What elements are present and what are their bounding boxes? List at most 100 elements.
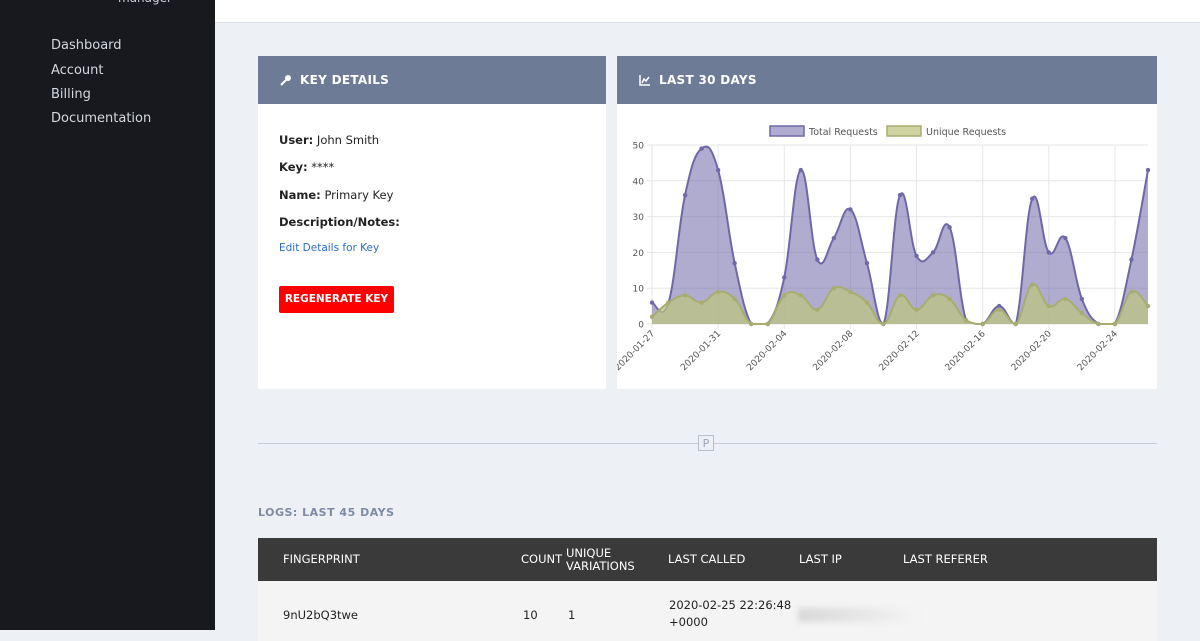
point <box>1030 196 1035 201</box>
regenerate-button[interactable]: REGENERATE KEY <box>279 286 394 313</box>
point <box>732 296 737 302</box>
blurred-ip <box>798 608 918 622</box>
field: User: John Smith <box>279 133 379 147</box>
panel-header: KEY DETAILS <box>258 56 606 104</box>
area <box>652 284 1148 324</box>
column-header: FINGERPRINT <box>283 552 360 566</box>
point <box>1013 321 1018 327</box>
point <box>649 314 655 320</box>
point <box>765 321 770 327</box>
point <box>1145 167 1151 173</box>
x-tick-label: 2020-01-31 <box>679 329 723 373</box>
point <box>963 318 969 323</box>
point <box>1046 303 1051 309</box>
point <box>782 293 787 298</box>
sidebar: manager Dashboard Account Billing Docume… <box>0 0 215 630</box>
field-label: Description/Notes: <box>279 215 400 229</box>
y-tick-label: 30 <box>633 213 645 223</box>
point <box>897 293 903 298</box>
field: Description/Notes: <box>279 215 400 229</box>
point <box>1145 303 1151 309</box>
point <box>1129 257 1134 262</box>
nav-link[interactable]: Billing <box>51 87 91 102</box>
point <box>749 321 754 327</box>
point <box>1079 296 1085 302</box>
point <box>732 260 737 266</box>
point <box>848 289 853 294</box>
column-header: COUNT <box>521 552 563 566</box>
y-tick-label: 40 <box>633 177 645 187</box>
table-header: FINGERPRINT COUNT UNIQUE VARIATIONS LAST… <box>258 538 1157 581</box>
nav-link[interactable]: Documentation <box>51 111 152 126</box>
cell: 10 <box>523 608 538 622</box>
point <box>864 260 870 266</box>
area <box>652 146 1148 324</box>
point <box>997 307 1002 312</box>
point <box>1030 282 1035 287</box>
legend-swatch <box>886 125 922 137</box>
point <box>815 307 820 312</box>
brand: manager <box>118 0 172 5</box>
point <box>980 321 985 327</box>
point <box>1063 235 1068 241</box>
cell: 1 <box>568 608 576 622</box>
nav-link[interactable]: Dashboard <box>51 38 122 53</box>
field-label: User: <box>279 133 314 147</box>
cell: 2020-02-25 22:26:48 +0000 <box>669 598 792 629</box>
top-bar <box>215 0 1200 23</box>
point <box>1096 321 1101 327</box>
point <box>831 235 837 241</box>
y-tick-label: 50 <box>633 142 645 152</box>
point <box>798 167 803 173</box>
x-tick-label: 2020-02-04 <box>745 329 789 373</box>
chart-panel: LAST 30 DAYS 0 10 20 30 40 50 2020-01-27 2020-0… <box>617 56 1157 389</box>
point <box>930 250 936 255</box>
point <box>914 253 919 259</box>
chart: 0 10 20 30 40 50 2020-01-27 2020-01-31 2020-02-0… <box>617 125 1151 373</box>
column-header: UNIQUE VARIATIONS <box>566 545 635 573</box>
panel-title: KEY DETAILS <box>300 73 390 87</box>
point <box>848 207 853 212</box>
point <box>897 192 903 198</box>
edit-link[interactable]: Edit Details for Key <box>279 242 380 254</box>
panel-header: LAST 30 DAYS <box>617 56 1157 104</box>
point <box>649 300 655 305</box>
x-tick-label: 2020-02-20 <box>1010 329 1054 373</box>
column-header: LAST CALLED <box>668 552 746 566</box>
legend-label: Unique Requests <box>926 127 1006 138</box>
x-tick-label: 2020-02-16 <box>944 329 988 373</box>
field-label: Name: <box>279 188 321 202</box>
cell: 9nU2bQ3twe <box>283 608 358 622</box>
x-tick-label: 2020-01-27 <box>617 329 657 373</box>
field: Name: Primary Key <box>279 188 393 202</box>
x-tick-label: 2020-02-12 <box>878 329 922 373</box>
point <box>864 300 870 305</box>
x-tick-label: 2020-02-08 <box>811 329 855 373</box>
point <box>682 293 688 298</box>
y-tick-label: 10 <box>633 285 645 295</box>
point <box>1079 311 1085 316</box>
y-tick-label: 20 <box>633 249 645 259</box>
point <box>798 293 803 298</box>
point <box>715 167 721 173</box>
field: Key: **** <box>279 160 334 174</box>
point <box>1063 296 1068 302</box>
table-row: 9nU2bQ3twe 10 1 2020-02-25 22:26:48 +000… <box>258 581 1157 641</box>
chart-icon <box>639 75 650 86</box>
column-header: LAST IP <box>799 552 842 566</box>
point <box>881 321 886 327</box>
x-tick-label: 2020-02-24 <box>1076 329 1120 373</box>
field-value: **** <box>311 160 335 174</box>
point <box>914 307 919 312</box>
point <box>947 225 952 230</box>
point <box>682 192 688 198</box>
field-value: Primary Key <box>324 188 394 202</box>
nav-link[interactable]: Account <box>51 63 104 78</box>
point <box>815 257 820 262</box>
point <box>1129 289 1134 294</box>
point <box>666 300 671 305</box>
point <box>1046 250 1051 255</box>
point <box>699 300 704 305</box>
section-title: LOGS: LAST 45 DAYS <box>258 506 395 519</box>
